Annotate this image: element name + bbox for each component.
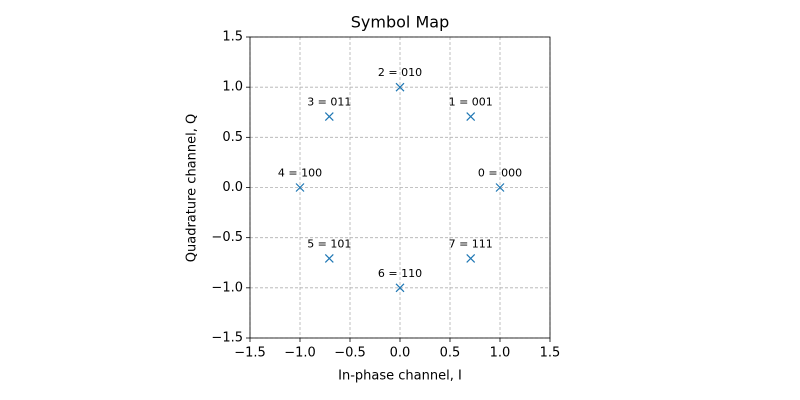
y-tick-label: −1.0	[211, 280, 243, 295]
point-label: 6 = 110	[378, 267, 422, 280]
x-tick-label: −1.0	[284, 346, 316, 361]
point-label: 2 = 010	[378, 66, 422, 79]
point-label: 5 = 101	[307, 237, 351, 250]
chart-title: Symbol Map	[351, 13, 449, 32]
point-label: 1 = 001	[449, 96, 493, 109]
y-tick-label: 1.0	[222, 80, 243, 95]
x-tick-label: −1.5	[234, 346, 266, 361]
marker	[324, 112, 334, 121]
marker	[466, 254, 476, 263]
point-label: 0 = 000	[478, 167, 522, 180]
y-tick-label: −1.5	[211, 331, 243, 346]
y-tick-label: 0.0	[222, 180, 243, 195]
marker	[495, 183, 505, 192]
y-axis-label: Quadrature channel, Q	[185, 114, 200, 262]
y-tick-label: −0.5	[211, 230, 243, 245]
x-tick-label: 0.0	[390, 346, 411, 361]
point-label: 3 = 011	[307, 96, 351, 109]
x-axis-label: In-phase channel, I	[338, 369, 462, 384]
y-tick-label: 1.5	[222, 30, 243, 45]
marker	[295, 183, 305, 192]
marker	[466, 112, 476, 121]
marker	[324, 254, 334, 263]
y-tick-label: 0.5	[222, 130, 243, 145]
x-tick-label: 1.5	[540, 346, 561, 361]
x-tick-label: 1.0	[490, 346, 511, 361]
x-tick-label: 0.5	[440, 346, 461, 361]
x-tick-label: −0.5	[334, 346, 366, 361]
point-label: 4 = 100	[278, 167, 322, 180]
point-label: 7 = 111	[449, 237, 493, 250]
marker	[395, 82, 405, 92]
marker	[395, 283, 405, 293]
plot-frame	[249, 36, 551, 339]
